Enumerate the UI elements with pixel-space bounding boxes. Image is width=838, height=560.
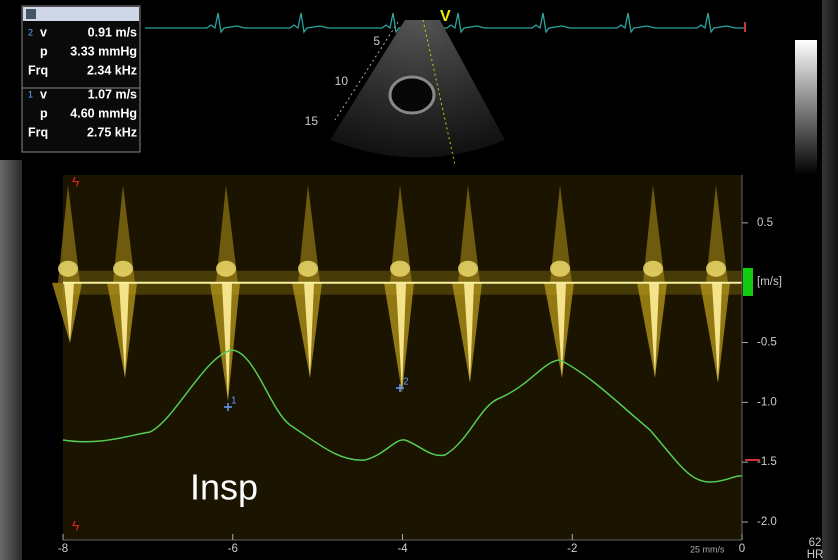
- trace-index: 1: [28, 89, 33, 99]
- ultrasound-screen: 2v0.91 m/sp3.33 mmHgFrq2.34 kHz1v1.07 m/…: [0, 0, 838, 560]
- trigger-icon: ϟ: [72, 174, 80, 190]
- side-shade: [0, 160, 22, 560]
- measure-name: Frq: [28, 63, 48, 77]
- measure-name: v: [40, 25, 47, 39]
- spectral-blob: [550, 261, 570, 277]
- spectral-blob: [706, 261, 726, 277]
- spectral-blob: [390, 261, 410, 277]
- depth-label: 15: [305, 114, 319, 128]
- cursor-label: 2: [403, 377, 409, 388]
- depth-label: 5: [373, 34, 380, 48]
- y-tick-label: 0.5: [757, 217, 773, 229]
- sector-marker: V: [440, 8, 451, 25]
- trigger-icon: ϟ: [72, 518, 80, 534]
- trace-index: 2: [28, 27, 33, 37]
- echo-chamber: [390, 77, 434, 113]
- box-icon: [26, 9, 36, 19]
- x-tick-label: -4: [397, 543, 408, 555]
- measure-value: 3.33 mmHg: [70, 44, 137, 58]
- baseline-handle: [743, 268, 753, 296]
- spectral-blob: [298, 261, 318, 277]
- measure-name: Frq: [28, 125, 48, 139]
- x-tick-label: -2: [567, 543, 577, 555]
- gray-bar: [795, 40, 817, 175]
- spectral-blob: [58, 261, 78, 277]
- measure-value: 2.34 kHz: [87, 63, 137, 77]
- depth-label: 10: [335, 74, 349, 88]
- measure-name: p: [40, 106, 48, 120]
- y-tick-label: -1.0: [757, 396, 777, 408]
- measure-name: v: [40, 87, 47, 101]
- spectral-blob: [643, 261, 663, 277]
- sweep-speed: 25 mm/s: [690, 544, 725, 554]
- x-tick-label: 0: [739, 543, 745, 555]
- y-tick-label: -2.0: [757, 516, 777, 528]
- y-tick-label: -0.5: [757, 337, 777, 349]
- measure-value: 4.60 mmHg: [70, 106, 137, 120]
- cursor-label: 1: [231, 396, 237, 407]
- spectral-blob: [113, 261, 133, 277]
- measure-value: 2.75 kHz: [87, 125, 137, 139]
- y-tick-label: -1.5: [757, 456, 777, 468]
- spectral-blob: [216, 261, 236, 277]
- side-shade: [822, 0, 838, 560]
- measure-value: 1.07 m/s: [88, 87, 137, 101]
- x-tick-label: -8: [58, 543, 68, 555]
- page: 2v0.91 m/sp3.33 mmHgFrq2.34 kHz1v1.07 m/…: [0, 0, 838, 560]
- measure-value: 0.91 m/s: [88, 25, 137, 39]
- x-tick-label: -6: [228, 543, 238, 555]
- heart-rate: 62: [809, 537, 822, 549]
- unit-label: [m/s]: [757, 276, 782, 288]
- heart-rate-label: HR: [807, 549, 824, 560]
- annotation: Insp: [190, 467, 258, 508]
- box-header: [23, 7, 139, 21]
- spectral-blob: [458, 261, 478, 277]
- measure-name: p: [40, 44, 48, 58]
